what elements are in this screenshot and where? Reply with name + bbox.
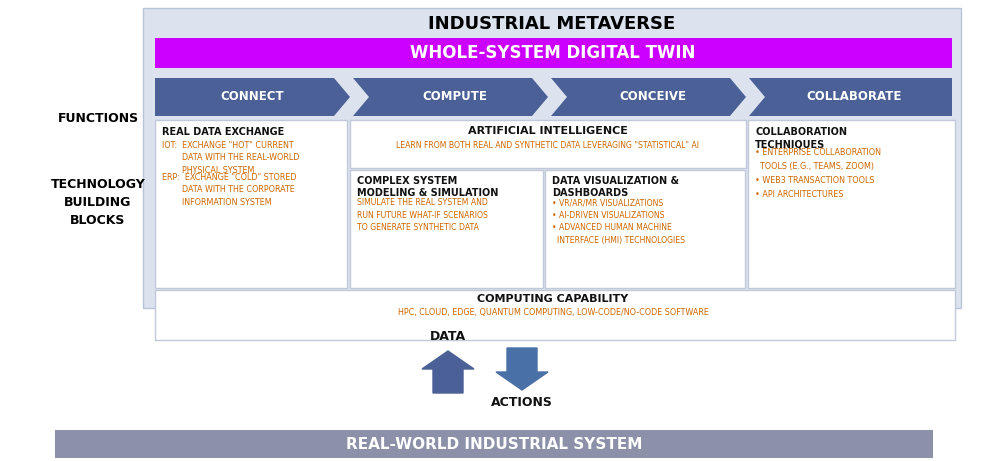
Text: REAL DATA EXCHANGE: REAL DATA EXCHANGE xyxy=(162,127,284,137)
Text: • VR/AR/MR VISUALIZATIONS
• AI-DRIVEN VISUALIZATIONS
• ADVANCED HUMAN MACHINE
  : • VR/AR/MR VISUALIZATIONS • AI-DRIVEN VI… xyxy=(552,198,685,244)
Bar xyxy=(55,430,933,458)
Bar xyxy=(748,120,955,288)
Bar xyxy=(143,8,961,308)
Text: REAL-WORLD INDUSTRIAL SYSTEM: REAL-WORLD INDUSTRIAL SYSTEM xyxy=(346,437,642,451)
Text: COLLABORATION
TECHNIQUES: COLLABORATION TECHNIQUES xyxy=(755,127,847,149)
Text: ACTIONS: ACTIONS xyxy=(491,396,553,409)
Bar xyxy=(155,38,952,68)
Bar xyxy=(155,120,347,288)
FancyArrow shape xyxy=(422,351,474,393)
Text: SIMULATE THE REAL SYSTEM AND
RUN FUTURE WHAT-IF SCENARIOS
TO GENERATE SYNTHETIC : SIMULATE THE REAL SYSTEM AND RUN FUTURE … xyxy=(357,198,488,232)
Text: ERP:  EXCHANGE "COLD" STORED
        DATA WITH THE CORPORATE
        INFORMATION: ERP: EXCHANGE "COLD" STORED DATA WITH TH… xyxy=(162,173,297,207)
Polygon shape xyxy=(749,78,952,116)
FancyArrow shape xyxy=(496,348,548,390)
Bar xyxy=(155,290,955,340)
Text: LEARN FROM BOTH REAL AND SYNTHETIC DATA LEVERAGING "STATISTICAL" AI: LEARN FROM BOTH REAL AND SYNTHETIC DATA … xyxy=(396,141,699,150)
Text: WHOLE-SYSTEM DIGITAL TWIN: WHOLE-SYSTEM DIGITAL TWIN xyxy=(410,44,696,62)
Text: INDUSTRIAL METAVERSE: INDUSTRIAL METAVERSE xyxy=(428,15,675,33)
Bar xyxy=(350,170,543,288)
Text: COMPLEX SYSTEM
MODELING & SIMULATION: COMPLEX SYSTEM MODELING & SIMULATION xyxy=(357,176,498,198)
Text: COMPUTE: COMPUTE xyxy=(422,90,487,104)
Text: TECHNOLOGY
BUILDING
BLOCKS: TECHNOLOGY BUILDING BLOCKS xyxy=(50,178,145,227)
Text: • ENTERPRISE COLLABORATION
  TOOLS (E.G., TEAMS, ZOOM)
• WEB3 TRANSACTION TOOLS
: • ENTERPRISE COLLABORATION TOOLS (E.G., … xyxy=(755,148,881,199)
Text: DATA: DATA xyxy=(430,330,466,343)
Text: COMPUTING CAPABILITY: COMPUTING CAPABILITY xyxy=(477,294,629,304)
Text: FUNCTIONS: FUNCTIONS xyxy=(57,112,139,124)
Polygon shape xyxy=(155,78,350,116)
Polygon shape xyxy=(353,78,548,116)
Text: IOT:  EXCHANGE "HOT" CURRENT
        DATA WITH THE REAL-WORLD
        PHYSICAL S: IOT: EXCHANGE "HOT" CURRENT DATA WITH TH… xyxy=(162,141,300,175)
Text: COLLABORATE: COLLABORATE xyxy=(807,90,902,104)
Text: CONNECT: CONNECT xyxy=(221,90,284,104)
Bar xyxy=(545,170,745,288)
Text: CONCEIVE: CONCEIVE xyxy=(619,90,686,104)
Text: DATA VISUALIZATION &
DASHBOARDS: DATA VISUALIZATION & DASHBOARDS xyxy=(552,176,679,198)
Polygon shape xyxy=(551,78,746,116)
Text: HPC, CLOUD, EDGE, QUANTUM COMPUTING, LOW-CODE/NO-CODE SOFTWARE: HPC, CLOUD, EDGE, QUANTUM COMPUTING, LOW… xyxy=(397,308,708,317)
Bar xyxy=(350,120,746,168)
Text: ARTIFICIAL INTELLIGENCE: ARTIFICIAL INTELLIGENCE xyxy=(468,126,628,136)
